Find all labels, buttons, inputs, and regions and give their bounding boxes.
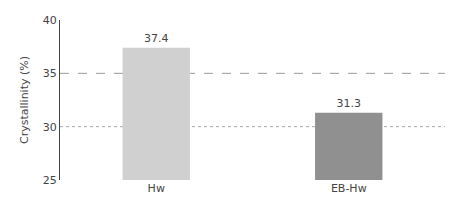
svg-text:Hw: Hw [148,182,165,195]
svg-text:30: 30 [43,121,57,134]
svg-text:25: 25 [43,174,57,187]
svg-text:35: 35 [43,67,57,80]
svg-text:EB-Hw: EB-Hw [331,182,367,195]
svg-text:Crystallinity (%): Crystallinity (%) [18,56,31,144]
svg-text:37.4: 37.4 [144,32,169,45]
svg-text:40: 40 [43,14,57,27]
svg-text:31.3: 31.3 [337,97,362,110]
